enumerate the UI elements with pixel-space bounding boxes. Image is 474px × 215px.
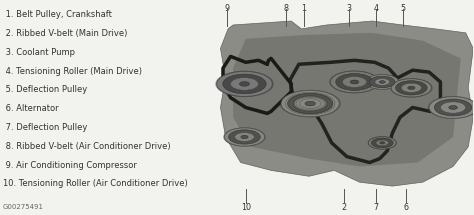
Text: 4. Tensioning Roller (Main Drive): 4. Tensioning Roller (Main Drive) — [3, 67, 142, 76]
Circle shape — [294, 96, 326, 111]
Circle shape — [368, 137, 396, 149]
Circle shape — [391, 79, 432, 97]
Circle shape — [428, 96, 474, 119]
Circle shape — [280, 90, 341, 117]
Text: 8: 8 — [284, 4, 289, 13]
Text: 3: 3 — [347, 4, 352, 13]
Circle shape — [369, 76, 395, 88]
Polygon shape — [220, 21, 474, 186]
Circle shape — [342, 77, 366, 87]
Text: 2: 2 — [342, 203, 347, 212]
Text: 7. Deflection Pulley: 7. Deflection Pulley — [3, 123, 87, 132]
Circle shape — [215, 71, 273, 97]
Text: 9. Air Conditioning Compressor: 9. Air Conditioning Compressor — [3, 161, 137, 170]
Circle shape — [288, 93, 333, 114]
Circle shape — [230, 78, 258, 90]
Text: 2. Ribbed V-belt (Main Drive): 2. Ribbed V-belt (Main Drive) — [3, 29, 128, 38]
Text: 6: 6 — [404, 203, 409, 212]
Circle shape — [281, 91, 339, 117]
Text: 9: 9 — [224, 4, 229, 13]
Text: 10. Tensioning Roller (Air Conditioner Drive): 10. Tensioning Roller (Air Conditioner D… — [3, 180, 188, 189]
Circle shape — [375, 79, 390, 85]
Circle shape — [379, 81, 385, 83]
Circle shape — [241, 135, 248, 139]
Text: 1: 1 — [301, 4, 306, 13]
Text: 3. Coolant Pump: 3. Coolant Pump — [3, 48, 75, 57]
Circle shape — [228, 130, 260, 144]
Circle shape — [224, 128, 264, 146]
Circle shape — [336, 74, 373, 91]
Text: 6. Alternator: 6. Alternator — [3, 104, 59, 113]
Text: 8. Ribbed V-belt (Air Conditioner Drive): 8. Ribbed V-belt (Air Conditioner Drive) — [3, 142, 171, 151]
Circle shape — [372, 138, 393, 148]
Polygon shape — [233, 33, 461, 166]
Circle shape — [449, 106, 457, 109]
Circle shape — [408, 86, 415, 89]
Circle shape — [366, 75, 399, 89]
Circle shape — [365, 74, 400, 90]
Circle shape — [429, 97, 474, 118]
Text: 1. Belt Pulley, Crankshaft: 1. Belt Pulley, Crankshaft — [3, 10, 112, 19]
Circle shape — [401, 83, 421, 92]
Circle shape — [441, 102, 465, 113]
Text: 5: 5 — [400, 4, 405, 13]
Circle shape — [239, 82, 249, 86]
Circle shape — [305, 101, 316, 106]
Text: G00275491: G00275491 — [3, 204, 44, 210]
Text: 4: 4 — [374, 4, 378, 13]
Circle shape — [434, 99, 472, 116]
Circle shape — [376, 140, 389, 146]
Circle shape — [329, 71, 380, 93]
Circle shape — [217, 71, 272, 97]
Text: 10: 10 — [241, 203, 251, 212]
Circle shape — [330, 71, 378, 93]
Circle shape — [368, 136, 397, 149]
Circle shape — [223, 74, 266, 94]
Circle shape — [380, 142, 385, 144]
Circle shape — [396, 81, 427, 95]
Text: 5. Deflection Pulley: 5. Deflection Pulley — [3, 86, 87, 95]
Circle shape — [223, 127, 266, 147]
Text: 7: 7 — [374, 203, 379, 212]
Circle shape — [350, 80, 359, 84]
Circle shape — [390, 78, 433, 97]
Circle shape — [235, 133, 254, 141]
